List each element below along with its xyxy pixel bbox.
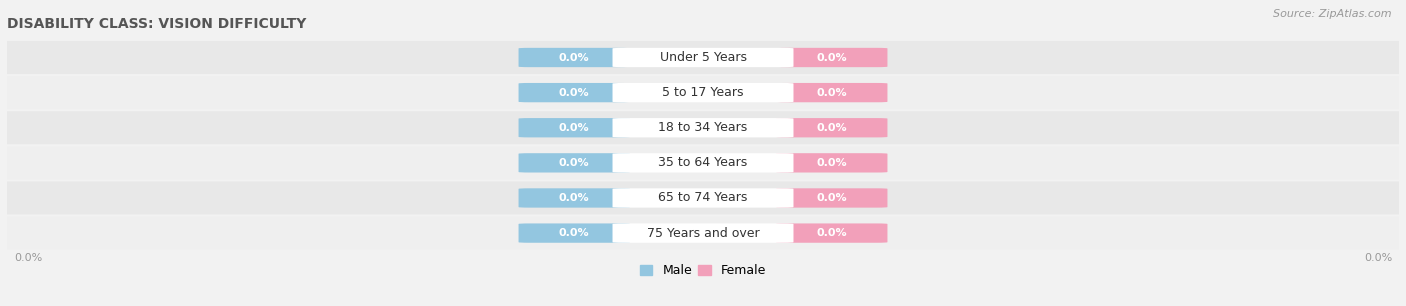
Text: 35 to 64 Years: 35 to 64 Years [658, 156, 748, 169]
Text: 75 Years and over: 75 Years and over [647, 227, 759, 240]
FancyBboxPatch shape [519, 188, 630, 208]
FancyBboxPatch shape [519, 83, 630, 102]
Text: 0.0%: 0.0% [560, 123, 589, 133]
FancyBboxPatch shape [0, 111, 1406, 144]
Text: 18 to 34 Years: 18 to 34 Years [658, 121, 748, 134]
Text: 0.0%: 0.0% [817, 53, 846, 62]
FancyBboxPatch shape [613, 153, 793, 173]
FancyBboxPatch shape [0, 41, 1406, 74]
Text: 0.0%: 0.0% [817, 158, 846, 168]
Text: Source: ZipAtlas.com: Source: ZipAtlas.com [1274, 9, 1392, 19]
Text: 5 to 17 Years: 5 to 17 Years [662, 86, 744, 99]
FancyBboxPatch shape [613, 118, 793, 137]
Text: 0.0%: 0.0% [560, 53, 589, 62]
FancyBboxPatch shape [0, 181, 1406, 215]
FancyBboxPatch shape [519, 153, 630, 173]
Text: Under 5 Years: Under 5 Years [659, 51, 747, 64]
Text: 0.0%: 0.0% [817, 123, 846, 133]
FancyBboxPatch shape [0, 146, 1406, 179]
FancyBboxPatch shape [613, 83, 793, 102]
FancyBboxPatch shape [776, 223, 887, 243]
Legend: Male, Female: Male, Female [636, 259, 770, 282]
Text: 0.0%: 0.0% [560, 158, 589, 168]
FancyBboxPatch shape [519, 48, 630, 67]
Text: 0.0%: 0.0% [1364, 253, 1392, 263]
FancyBboxPatch shape [0, 217, 1406, 250]
Text: 0.0%: 0.0% [14, 253, 42, 263]
Text: DISABILITY CLASS: VISION DIFFICULTY: DISABILITY CLASS: VISION DIFFICULTY [7, 17, 307, 31]
FancyBboxPatch shape [0, 76, 1406, 109]
FancyBboxPatch shape [613, 188, 793, 208]
FancyBboxPatch shape [776, 153, 887, 173]
Text: 0.0%: 0.0% [817, 88, 846, 98]
FancyBboxPatch shape [776, 48, 887, 67]
Text: 0.0%: 0.0% [817, 193, 846, 203]
Text: 0.0%: 0.0% [560, 88, 589, 98]
FancyBboxPatch shape [776, 188, 887, 208]
FancyBboxPatch shape [613, 48, 793, 67]
FancyBboxPatch shape [776, 118, 887, 137]
Text: 0.0%: 0.0% [560, 228, 589, 238]
FancyBboxPatch shape [519, 223, 630, 243]
FancyBboxPatch shape [519, 118, 630, 137]
FancyBboxPatch shape [613, 223, 793, 243]
Text: 65 to 74 Years: 65 to 74 Years [658, 192, 748, 204]
FancyBboxPatch shape [776, 83, 887, 102]
Text: 0.0%: 0.0% [560, 193, 589, 203]
Text: 0.0%: 0.0% [817, 228, 846, 238]
